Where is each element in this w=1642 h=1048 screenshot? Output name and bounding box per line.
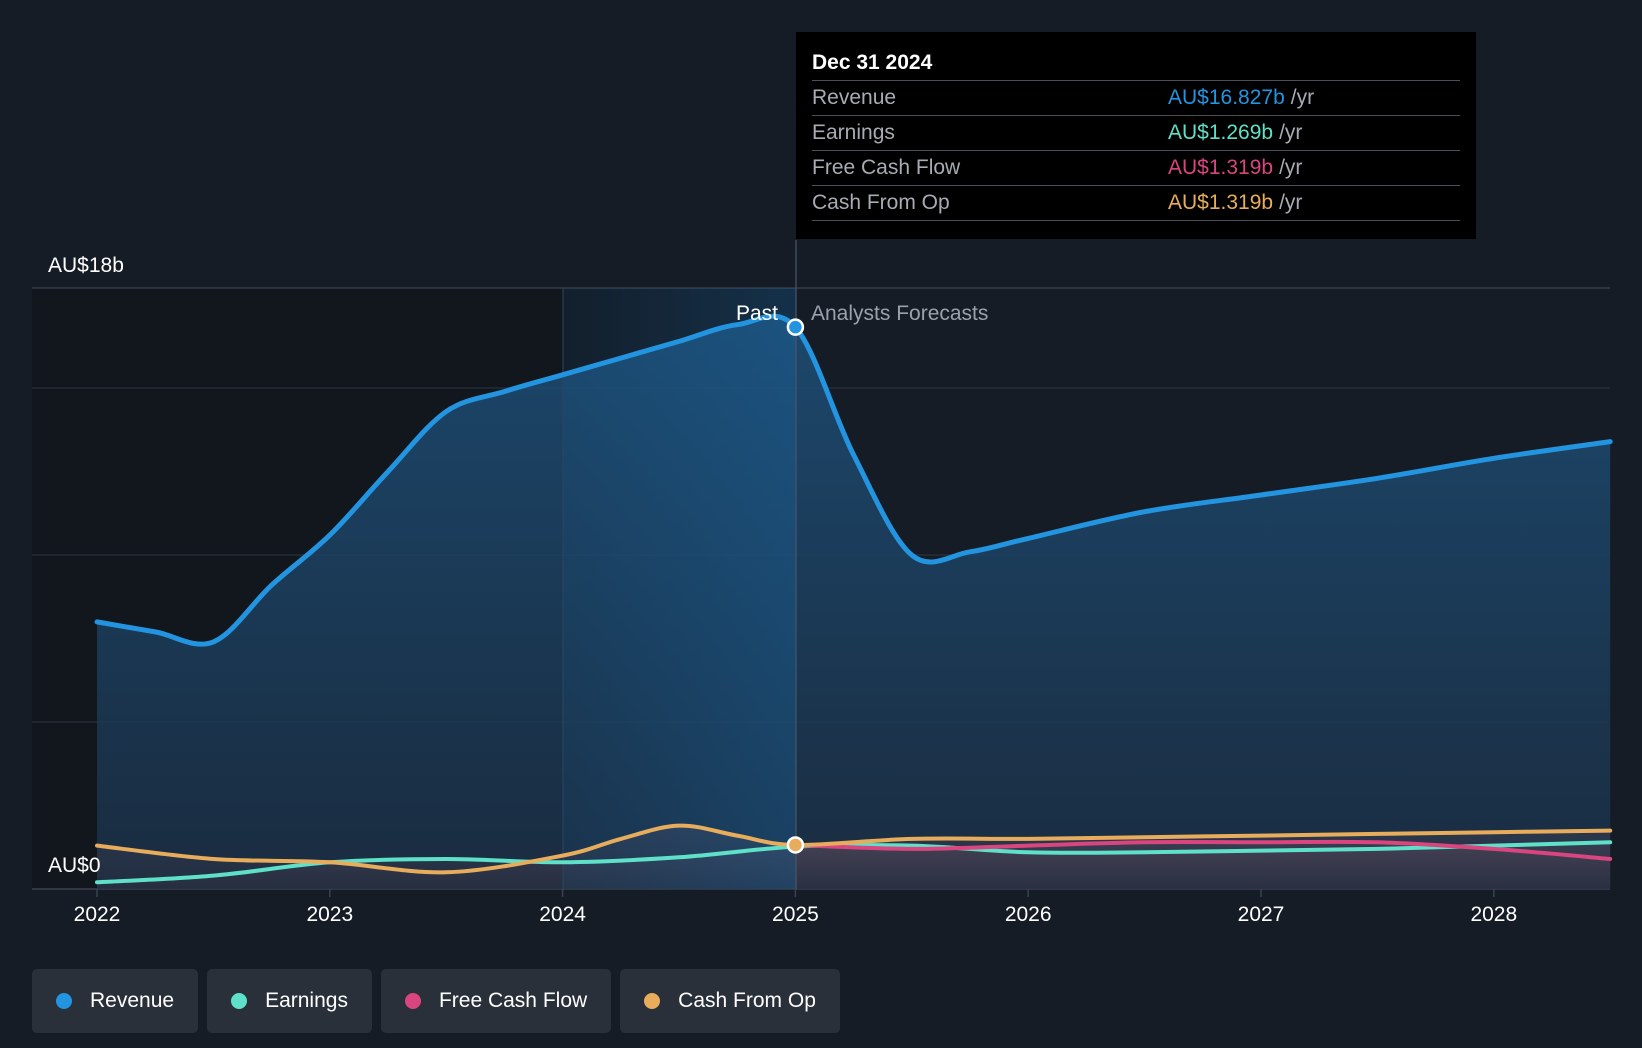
tooltip-date: Dec 31 2024 [812, 51, 933, 74]
legend-item-cash-from-op[interactable]: Cash From Op [620, 969, 840, 1033]
tooltip-unit: /yr [1279, 191, 1303, 214]
legend-label: Cash From Op [678, 989, 816, 1012]
legend-item-revenue[interactable]: Revenue [32, 969, 199, 1033]
tooltip-row-earnings: Earnings AU$1.269b /yr [812, 115, 1460, 150]
x-tick-label: 2026 [1005, 903, 1052, 926]
tooltip-value: AU$16.827b [1168, 86, 1285, 109]
x-tick-label: 2028 [1470, 903, 1517, 926]
revenue-area [97, 316, 1611, 889]
cash-from-op-marker [786, 836, 805, 854]
tooltip-row-revenue: Revenue AU$16.827b /yr [812, 80, 1460, 115]
past-label: Past [736, 302, 778, 325]
revenue-marker [786, 318, 805, 336]
highlight-band [563, 288, 796, 889]
y-axis-bottom-label: AU$0 [48, 854, 101, 877]
revenue-line [94, 313, 1613, 647]
analysts-forecasts-label: Analysts Forecasts [811, 302, 988, 325]
legend: Revenue Earnings Free Cash Flow Cash Fro… [32, 969, 840, 1033]
tooltip-name: Earnings [812, 121, 895, 144]
legend-item-earnings[interactable]: Earnings [207, 969, 372, 1033]
tooltip-name: Free Cash Flow [812, 156, 961, 179]
tooltip-unit: /yr [1279, 156, 1303, 179]
legend-label: Revenue [90, 989, 175, 1012]
legend-item-free-cash-flow[interactable]: Free Cash Flow [380, 969, 612, 1033]
tooltip-row-cash-from-op: Cash From Op AU$1.319b /yr [812, 185, 1460, 221]
tooltip-value: AU$1.319b [1168, 156, 1274, 179]
x-tick-label: 2027 [1238, 903, 1285, 926]
tooltip: Dec 31 2024 Revenue AU$16.827b /yr Earni… [796, 32, 1476, 239]
tooltip-row-free-cash-flow: Free Cash Flow AU$1.319b /yr [812, 150, 1460, 185]
hover-markers [786, 318, 805, 854]
cash-from-op-dot-icon [644, 993, 661, 1009]
tooltip-value: AU$1.319b [1168, 191, 1274, 214]
y-axis-top-label: AU$18b [48, 254, 124, 277]
legend-label: Free Cash Flow [438, 989, 588, 1012]
tooltip-name: Revenue [812, 86, 897, 109]
x-tick-label: 2023 [306, 903, 353, 926]
free-cash-flow-line [793, 839, 1613, 861]
tooltip-value: AU$1.269b [1168, 121, 1274, 144]
tooltip-unit: /yr [1279, 121, 1303, 144]
x-tick-label: 2022 [74, 903, 121, 926]
free-cash-flow-dot-icon [404, 993, 421, 1009]
revenue-earnings-chart: AU$18b AU$0 Past Analysts Forecasts 2022… [32, 240, 1613, 926]
x-tick-label: 2024 [539, 903, 586, 926]
revenue-dot-icon [56, 993, 72, 1009]
x-axis-ticks: 2022 2023 2024 2025 2026 2027 2028 [74, 889, 1517, 926]
tooltip-unit: /yr [1290, 86, 1315, 109]
tooltip-name: Cash From Op [812, 191, 950, 214]
x-tick-label: 2025 [772, 903, 819, 926]
legend-label: Earnings [265, 989, 348, 1012]
earnings-dot-icon [231, 993, 248, 1009]
